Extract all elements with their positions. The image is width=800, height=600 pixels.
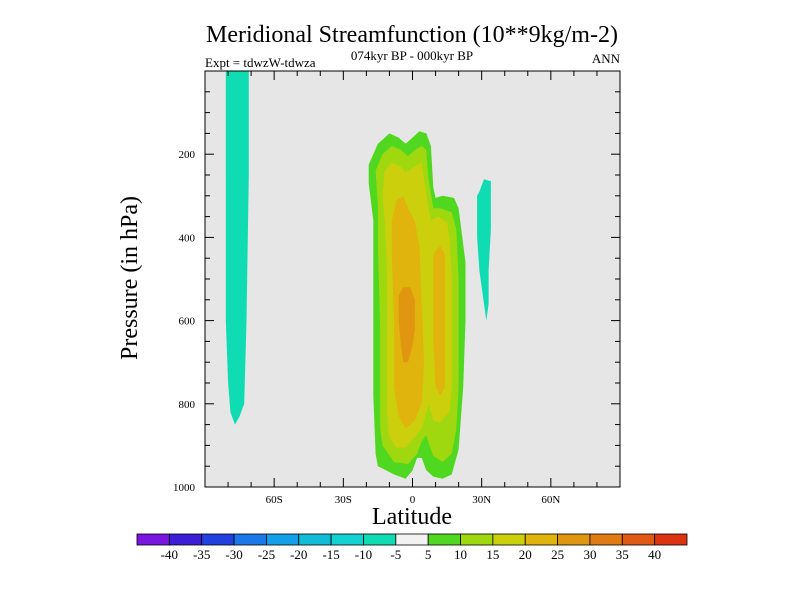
x-tick-labels: 60S 30S 0 30N 60N [266,494,561,506]
colorbar-swatch [266,533,300,546]
colorbar-label: 40 [648,547,661,562]
chart-subtitle-center: 074kyr BP - 000kyr BP [351,48,473,63]
contour-band-7 [398,287,415,363]
colorbar-swatch [492,533,526,546]
x-axis-label: Latitude [372,504,452,530]
colorbar-swatch [168,533,203,546]
x-tick-label: 60S [266,494,283,506]
colorbar-label: 25 [551,547,564,562]
contour-band-0 [225,71,249,425]
y-tick-label: 600 [179,316,196,328]
colorbar-label: 15 [486,547,499,562]
y-tick-label: 800 [179,399,196,411]
y-tick-label: 400 [179,232,196,244]
colorbar-label: -25 [258,547,275,562]
colorbar-swatch [589,533,623,546]
y-axis-label: Pressure (in hPa) [117,196,143,360]
chart-subtitle-left: Expt = tdwzW-tdwza [205,55,316,70]
colorbar-swatch [330,533,364,546]
colorbar-label: -30 [225,547,242,562]
colorbar-swatch [136,533,170,546]
x-tick-label: 0 [410,494,416,506]
colorbar-swatch [460,533,494,546]
colorbar-label: 35 [616,547,629,562]
contour-layer [225,71,491,479]
contour-band-6 [433,245,445,396]
colorbar-label: 10 [454,547,467,562]
colorbar-label: -15 [322,547,339,562]
x-tick-label: 60N [541,494,560,506]
colorbar-labels: -40 -35 -30 -25 -20 -15 -10 -5 5 10 15 20 25 30 35 40 [161,547,661,562]
colorbar-label: -20 [290,547,307,562]
y-tick-label: 1000 [173,482,196,494]
colorbar-swatch [557,533,591,546]
colorbar-swatch [395,533,429,546]
colorbar-swatch [524,533,558,546]
colorbar [136,533,688,546]
colorbar-swatch [201,533,235,546]
chart-subtitle-right: ANN [592,51,621,66]
colorbar-label: -5 [390,547,401,562]
chart-title: Meridional Streamfunction (10**9kg/m-2) [206,22,618,48]
colorbar-label: -10 [355,547,372,562]
x-tick-label: 30S [335,494,352,506]
x-tick-label: 30N [472,494,491,506]
colorbar-label: 30 [583,547,596,562]
colorbar-swatch [654,533,688,546]
contour-band-1 [477,179,491,321]
colorbar-swatch [298,533,332,546]
axis-ticks [205,71,620,487]
colorbar-swatch [233,533,267,546]
colorbar-label: -35 [193,547,210,562]
y-tick-labels: 200 400 600 800 1000 [173,149,196,494]
colorbar-label: 20 [519,547,532,562]
colorbar-label: 5 [425,547,432,562]
colorbar-label: -40 [161,547,178,562]
y-tick-label: 200 [179,149,196,161]
colorbar-swatch [621,533,656,546]
colorbar-swatch [427,533,461,546]
colorbar-swatch [363,533,397,546]
